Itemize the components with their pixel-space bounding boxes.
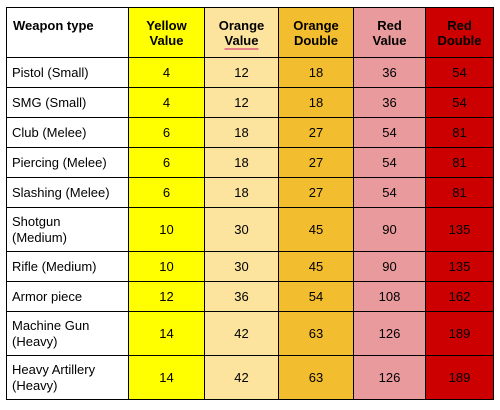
header-red-value: Red Value [353,7,426,58]
orange-value-cell: 36 [204,281,279,312]
red-value-cell: 36 [353,57,426,88]
weapon-name-cell: Heavy Artillery (Heavy) [6,355,129,400]
red-value-cell: 108 [353,281,426,312]
orange-double-cell: 63 [278,355,354,400]
weapon-value-table: Weapon type Yellow Value Orange Value Oran… [6,7,494,400]
orange-value-cell: 18 [204,117,279,148]
red-value-cell: 54 [353,147,426,178]
red-double-cell: 81 [425,117,494,148]
orange-double-cell: 45 [278,207,354,252]
header-orange-double: Orange Double [278,7,354,58]
red-double-cell: 189 [425,311,494,356]
weapon-name-cell: SMG (Small) [6,87,129,118]
orange-value-cell: 12 [204,57,279,88]
table-row: Shotgun (Medium) 10 30 45 90 135 [6,207,494,252]
header-orange-value: Orange Value [204,7,279,58]
yellow-value-cell: 6 [128,147,205,178]
orange-value-cell: 30 [204,207,279,252]
orange-double-cell: 18 [278,57,354,88]
red-value-cell: 126 [353,355,426,400]
weapon-name-cell: Rifle (Medium) [6,251,129,282]
red-value-cell: 90 [353,207,426,252]
yellow-value-cell: 6 [128,177,205,208]
weapon-name-cell: Slashing (Melee) [6,177,129,208]
red-double-cell: 81 [425,177,494,208]
orange-double-cell: 27 [278,147,354,178]
red-value-cell: 54 [353,117,426,148]
header-yellow-value: Yellow Value [128,7,205,58]
yellow-value-cell: 12 [128,281,205,312]
red-double-cell: 162 [425,281,494,312]
red-double-cell: 54 [425,57,494,88]
orange-value-cell: 18 [204,177,279,208]
table-row: Club (Melee) 6 18 27 54 81 [6,117,494,148]
orange-double-cell: 27 [278,117,354,148]
orange-double-cell: 27 [278,177,354,208]
red-double-cell: 189 [425,355,494,400]
orange-double-cell: 54 [278,281,354,312]
weapon-name-cell: Armor piece [6,281,129,312]
header-weapon-type: Weapon type [6,7,129,58]
red-double-cell: 135 [425,207,494,252]
table-row: SMG (Small) 4 12 18 36 54 [6,87,494,118]
orange-value-cell: 30 [204,251,279,282]
orange-double-cell: 45 [278,251,354,282]
weapon-name-cell: Piercing (Melee) [6,147,129,178]
red-value-cell: 54 [353,177,426,208]
table-row: Rifle (Medium) 10 30 45 90 135 [6,251,494,282]
orange-value-cell: 42 [204,355,279,400]
red-value-cell: 36 [353,87,426,118]
yellow-value-cell: 10 [128,207,205,252]
red-double-cell: 135 [425,251,494,282]
yellow-value-cell: 14 [128,311,205,356]
orange-double-cell: 18 [278,87,354,118]
weapon-name-cell: Shotgun (Medium) [6,207,129,252]
yellow-value-cell: 10 [128,251,205,282]
orange-value-cell: 42 [204,311,279,356]
weapon-name-cell: Pistol (Small) [6,57,129,88]
header-row: Weapon type Yellow Value Orange Value Oran… [6,7,494,58]
red-double-cell: 54 [425,87,494,118]
table-row: Pistol (Small) 4 12 18 36 54 [6,57,494,88]
red-value-cell: 90 [353,251,426,282]
orange-value-cell: 12 [204,87,279,118]
table-row: Slashing (Melee) 6 18 27 54 81 [6,177,494,208]
table-row: Heavy Artillery (Heavy) 14 42 63 126 189 [6,355,494,400]
header-red-double: Red Double [425,7,494,58]
spellcheck-underline: Value [224,32,259,48]
red-value-cell: 126 [353,311,426,356]
orange-double-cell: 63 [278,311,354,356]
yellow-value-cell: 4 [128,57,205,88]
table-row: Armor piece 12 36 54 108 162 [6,281,494,312]
weapon-name-cell: Machine Gun (Heavy) [6,311,129,356]
table-row: Piercing (Melee) 6 18 27 54 81 [6,147,494,178]
yellow-value-cell: 14 [128,355,205,400]
table-row: Machine Gun (Heavy) 14 42 63 126 189 [6,311,494,356]
weapon-name-cell: Club (Melee) [6,117,129,148]
yellow-value-cell: 4 [128,87,205,118]
yellow-value-cell: 6 [128,117,205,148]
orange-value-cell: 18 [204,147,279,178]
red-double-cell: 81 [425,147,494,178]
